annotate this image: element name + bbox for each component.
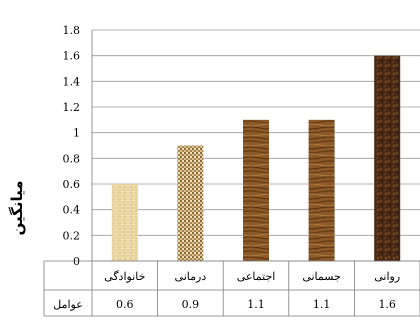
bars (111, 55, 401, 261)
data-label: 1.6 (378, 298, 396, 311)
y-tick-label: 0.6 (63, 178, 81, 191)
y-tick-label: 0 (73, 255, 80, 268)
y-tick-label: 0.2 (63, 229, 81, 242)
data-table: خانوادگی درمانی اجتماعی جسمانی روانی 0.6 0.9 1.… (43, 260, 420, 317)
data-label: 1.1 (313, 298, 331, 311)
y-tick-label: 0.8 (63, 152, 81, 165)
x-tick-label: اجتماعی (237, 270, 276, 283)
y-axis-label: میانگین (8, 180, 26, 235)
data-label: 0.9 (182, 298, 200, 311)
y-tick-labels: 0 0.2 0.4 0.6 0.8 1 1.2 1.4 1.6 1.8 (63, 24, 81, 268)
bar (374, 55, 401, 261)
table-row-label: عوامل (53, 298, 83, 311)
x-tick-label: درمانی (175, 270, 207, 283)
y-tick-label: 1 (73, 127, 80, 140)
bar (177, 145, 204, 261)
y-tick-label: 1.6 (63, 50, 81, 63)
data-label: 0.6 (116, 298, 134, 311)
y-tick-label: 0.4 (63, 204, 81, 217)
y-tick-label: 1.2 (63, 101, 81, 114)
bar (308, 119, 335, 261)
x-tick-label: خانوادگی (104, 270, 145, 283)
y-tick-label: 1.8 (63, 24, 81, 37)
x-tick-label: روانی (374, 270, 400, 283)
x-tick-label: جسمانی (302, 270, 341, 283)
data-label: 1.1 (247, 298, 265, 311)
bar (111, 184, 138, 261)
y-tick-label: 1.4 (63, 75, 81, 88)
bar (243, 119, 269, 261)
